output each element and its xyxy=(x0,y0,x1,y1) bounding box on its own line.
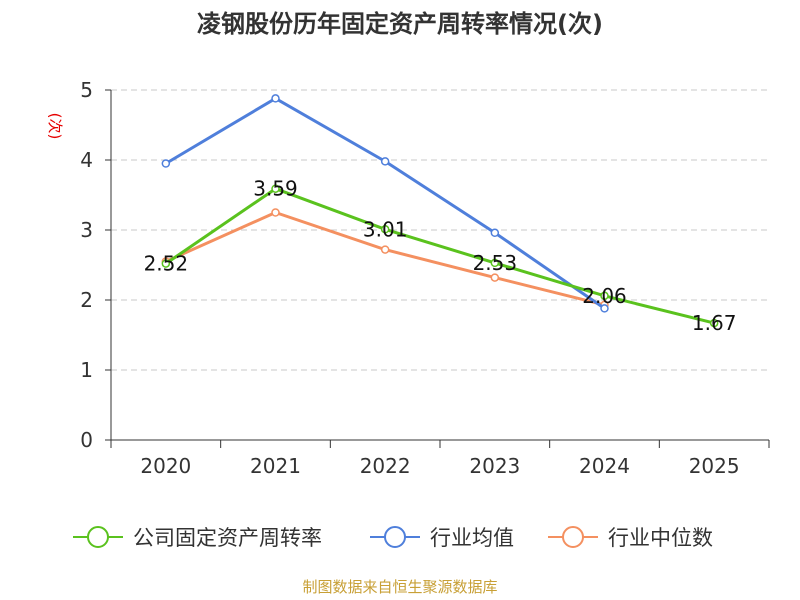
data-label: 2.06 xyxy=(582,284,627,308)
series-point-1 xyxy=(600,304,609,313)
x-tick-label: 2023 xyxy=(469,454,520,478)
grid xyxy=(111,89,769,371)
legend[interactable]: 公司固定资产周转率 行业均值 行业中位数 xyxy=(73,526,713,550)
series-point-1 xyxy=(380,157,390,166)
legend-item-0[interactable]: 公司固定资产周转率 xyxy=(73,526,322,550)
data-labels: 2.52 3.59 3.01 2.53 2.06 1.67 xyxy=(144,177,737,335)
y-tick-label: 0 xyxy=(80,428,93,452)
series-point-0 xyxy=(161,259,171,268)
legend-item-2[interactable]: 行业中位数 xyxy=(548,526,713,550)
series-point-2 xyxy=(271,208,280,217)
x-tick-label: 2024 xyxy=(579,454,630,478)
series-point-0 xyxy=(380,225,390,234)
series-point-0 xyxy=(490,258,500,268)
legend-item-1[interactable]: 行业均值 xyxy=(370,526,514,550)
x-tick-label: 2021 xyxy=(250,454,301,478)
y-tick-label: 3 xyxy=(80,218,93,242)
y-tick-label: 2 xyxy=(80,288,93,312)
axes: 0 1 2 3 4 5 2020 2021 2022 2023 2024 2025 xyxy=(80,78,770,478)
x-tick-label: 2025 xyxy=(689,454,740,478)
legend-swatch-marker xyxy=(384,526,406,548)
series-point-0 xyxy=(709,318,719,328)
legend-label: 行业中位数 xyxy=(608,526,713,550)
y-axis-label: (次) xyxy=(46,113,64,140)
data-label: 2.52 xyxy=(144,252,189,276)
legend-label: 行业均值 xyxy=(430,526,514,550)
chart-title: 凌钢股份历年固定资产周转率情况(次) xyxy=(197,10,603,38)
data-label: 3.01 xyxy=(363,217,408,241)
series-line-0 xyxy=(164,187,715,325)
series-point-1 xyxy=(161,159,171,168)
legend-label: 公司固定资产周转率 xyxy=(133,526,322,550)
source-note: 制图数据来自恒生聚源数据库 xyxy=(302,578,497,596)
data-label: 2.53 xyxy=(473,251,518,275)
series-point-2 xyxy=(380,245,390,254)
legend-swatch-marker xyxy=(87,526,109,548)
y-tick-label: 5 xyxy=(80,78,93,102)
series-point-1 xyxy=(271,94,280,103)
series xyxy=(161,94,719,328)
series-point-0 xyxy=(271,184,280,193)
series-point-1 xyxy=(490,228,500,238)
series-point-0 xyxy=(600,291,609,301)
y-tick-label: 1 xyxy=(80,358,93,382)
x-tick-label: 2022 xyxy=(360,454,411,478)
data-label: 1.67 xyxy=(692,311,737,335)
series-point-2 xyxy=(490,273,500,282)
legend-swatch-marker xyxy=(562,526,584,548)
data-label: 3.59 xyxy=(253,177,298,201)
x-tick-label: 2020 xyxy=(140,454,191,478)
y-tick-label: 4 xyxy=(80,148,93,172)
